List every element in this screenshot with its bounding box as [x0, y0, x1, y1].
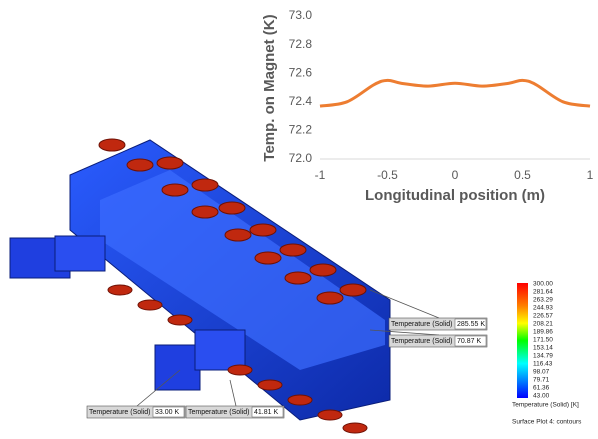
- colorbar-label: 61.36: [533, 385, 550, 392]
- magnet-render: [10, 139, 390, 433]
- probe-value: 285.55 K: [457, 321, 485, 328]
- colorbar-label: 281.64: [533, 289, 553, 296]
- colorbar-label: 116.43: [533, 361, 553, 368]
- colorbar-caption: Surface Plot 4: contours: [512, 419, 582, 426]
- colorbar-title: Temperature (Solid) [K]: [512, 402, 579, 409]
- y-tick-label: 72.8: [289, 37, 313, 51]
- probe-label: Temperature (Solid): [391, 338, 452, 345]
- probe-value: 70.87 K: [457, 338, 481, 345]
- x-tick-label: 0: [452, 168, 459, 182]
- colorbar-label: 43.00: [533, 393, 550, 400]
- y-tick-label: 72.4: [289, 94, 313, 108]
- colorbar-label: 79.71: [533, 377, 550, 384]
- x-axis-label: Longitudinal position (m): [365, 187, 545, 204]
- colorbar-label: 134.79: [533, 353, 553, 360]
- x-tick-label: -1: [315, 168, 326, 182]
- x-tick-label: 0.5: [514, 168, 531, 182]
- x-tick-label: 1: [587, 168, 594, 182]
- colorbar-label: 208.21: [533, 321, 553, 328]
- y-tick-label: 72.2: [289, 123, 313, 137]
- colorbar-label: 171.50: [533, 337, 553, 344]
- probe-value: 33.00 K: [155, 409, 179, 416]
- probe-label: Temperature (Solid): [188, 409, 249, 416]
- probe-label: Temperature (Solid): [89, 409, 150, 416]
- y-tick-label: 73.0: [289, 8, 313, 22]
- screenshot: Longitudinal position (m) Temp. on Magne…: [0, 0, 598, 439]
- probe-value: 41.81 K: [254, 409, 278, 416]
- colorbar-label: 263.29: [533, 297, 553, 304]
- colorbar-label: 300.00: [533, 281, 553, 288]
- colorbar-label: 98.07: [533, 369, 550, 376]
- line-series: [320, 80, 590, 106]
- y-axis-label: Temp. on Magnet (K): [261, 14, 278, 161]
- probe-leader: [230, 380, 236, 406]
- x-tick-label: -0.5: [377, 168, 398, 182]
- probe-label: Temperature (Solid): [391, 321, 452, 328]
- colorbar: [517, 283, 528, 398]
- colorbar-label: 189.86: [533, 329, 553, 336]
- colorbar-label: 244.93: [533, 305, 553, 312]
- y-tick-label: 72.0: [289, 151, 313, 165]
- colorbar-label: 153.14: [533, 345, 553, 352]
- y-tick-label: 72.6: [289, 65, 313, 79]
- colorbar-label: 226.57: [533, 313, 553, 320]
